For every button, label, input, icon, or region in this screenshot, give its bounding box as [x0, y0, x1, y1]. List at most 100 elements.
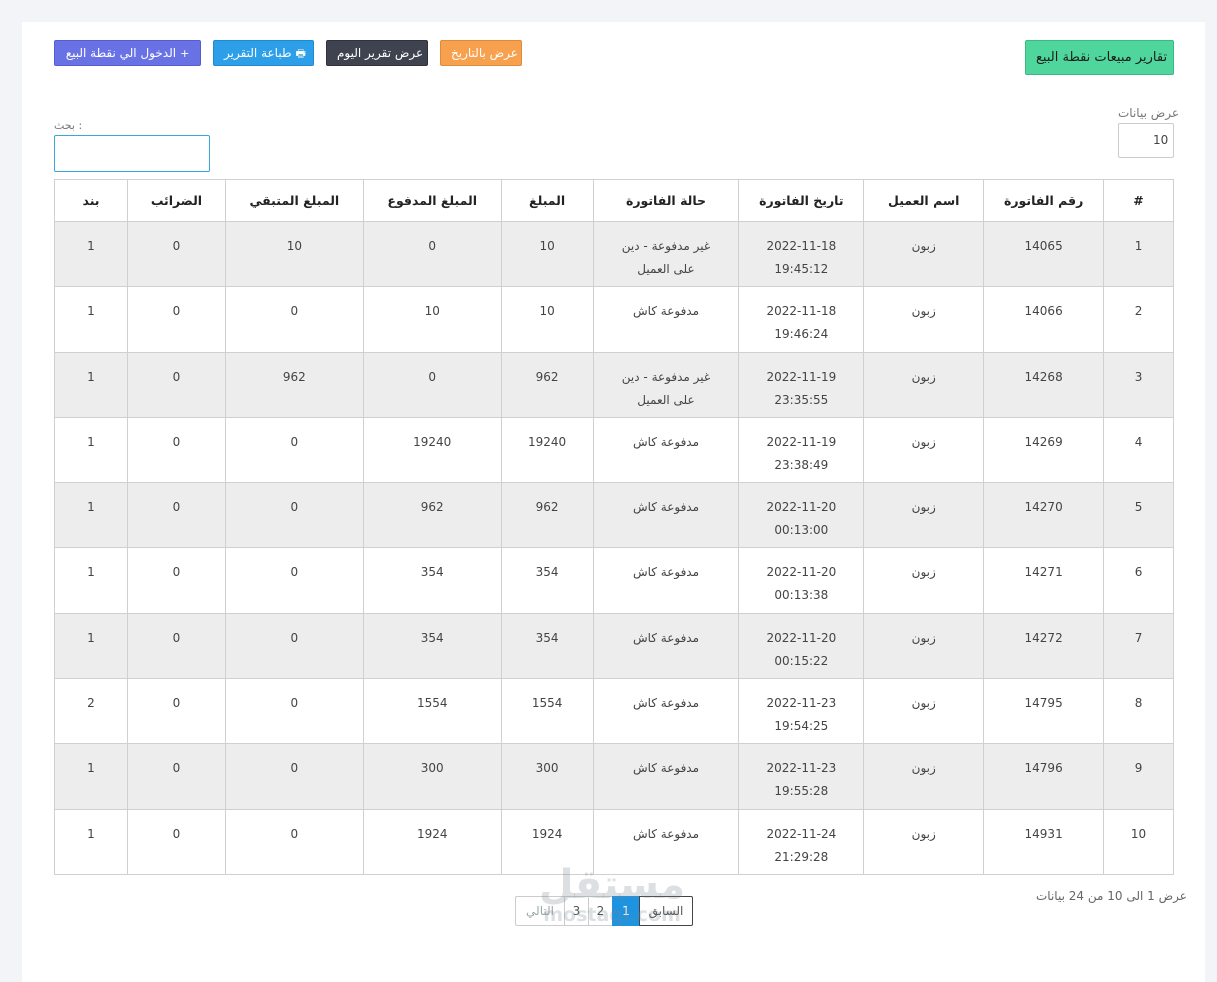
table-row: 1 14065 زبون 2022-11-18 19:45:12 غير مدفوعة -… — [54, 220, 1174, 288]
invoice-date-cell: 2022-11-19 23:35:55 — [738, 351, 865, 418]
remaining-amount-cell: 0 — [224, 808, 364, 875]
invoice-number-cell: 14271 — [983, 547, 1105, 614]
page-1-button[interactable]: 1 — [612, 896, 640, 926]
row-number-cell: 3 — [1103, 351, 1174, 418]
row-number-cell: 5 — [1103, 482, 1174, 549]
invoice-status-cell: مدفوعة كاش — [592, 547, 740, 614]
column-header-customer[interactable]: اسم العميل — [863, 179, 985, 222]
page-2-button[interactable]: 2 — [588, 896, 613, 926]
invoice-date-time: 00:13:38 — [774, 588, 829, 603]
print-label: طباعة التقرير — [224, 46, 292, 60]
invoice-date-time: 00:13:00 — [774, 523, 829, 538]
column-header-status[interactable]: حالة الفاتورة — [592, 179, 740, 222]
column-header-amount[interactable]: المبلغ — [500, 179, 594, 222]
invoice-date-time: 19:46:24 — [774, 327, 829, 342]
amount-cell: 962 — [500, 482, 594, 549]
print-report-button[interactable]: طباعة التقرير 🖶 — [213, 40, 314, 66]
item-count-cell: 2 — [54, 678, 128, 745]
page-length-select[interactable]: 10 — [1118, 123, 1174, 158]
invoice-date-cell: 2022-11-23 19:54:25 — [738, 678, 865, 745]
table-row: 4 14269 زبون 2022-11-19 23:38:49 مدفوعة كاش 19… — [54, 416, 1174, 484]
customer-name-cell: زبون — [863, 612, 985, 680]
remaining-amount-cell: 962 — [224, 351, 364, 418]
invoice-number-cell: 14270 — [983, 482, 1105, 549]
customer-name-cell: زبون — [863, 547, 985, 614]
taxes-cell: 0 — [127, 286, 226, 353]
sales-table: # رقم الفاتورة اسم العميل تاريخ الفاتورة… — [54, 179, 1174, 875]
invoice-number-cell: 14065 — [983, 220, 1105, 288]
column-header-date[interactable]: تاريخ الفاتورة — [738, 179, 865, 222]
remaining-amount-cell: 0 — [224, 416, 364, 484]
view-by-date-button[interactable]: عرض بالتاريخ — [440, 40, 522, 66]
invoice-date-day: 2022-11-24 — [766, 826, 837, 841]
paid-amount-cell: 354 — [362, 547, 502, 614]
column-header-paid[interactable]: المبلغ المدفوع — [362, 179, 502, 222]
invoice-date-time: 19:55:28 — [774, 784, 829, 799]
search-input[interactable] — [54, 135, 210, 172]
paid-amount-cell: 354 — [362, 612, 502, 680]
invoice-date-time: 19:54:25 — [774, 719, 829, 734]
enter-pos-button[interactable]: الدخول الي نقطة البيع + — [54, 40, 201, 66]
invoice-status-cell: غير مدفوعة - دين على العميل — [592, 220, 740, 288]
column-header-taxes[interactable]: الضرائب — [127, 179, 226, 222]
table-info: عرض 1 الى 10 من 24 بيانات — [1036, 889, 1187, 903]
column-header-invoice[interactable]: رقم الفاتورة — [983, 179, 1105, 222]
invoice-date-cell: 2022-11-18 19:46:24 — [738, 286, 865, 353]
column-header-number[interactable]: # — [1103, 179, 1174, 222]
column-header-items[interactable]: بند — [54, 179, 128, 222]
row-number-cell: 6 — [1103, 547, 1174, 614]
invoice-status-line2: على العميل — [637, 392, 695, 407]
invoice-date-time: 19:45:12 — [774, 262, 829, 276]
row-number-cell: 1 — [1103, 220, 1174, 288]
today-report-button[interactable]: عرض تقرير اليوم — [326, 40, 428, 66]
taxes-cell: 0 — [127, 482, 226, 549]
invoice-status-line2: على العميل — [637, 262, 695, 276]
item-count-cell: 1 — [54, 482, 128, 549]
paid-amount-cell: 10 — [362, 286, 502, 353]
next-page-button[interactable]: التالي — [515, 896, 565, 926]
invoice-date-day: 2022-11-19 — [766, 369, 837, 384]
paid-amount-cell: 1924 — [362, 808, 502, 875]
amount-cell: 354 — [500, 547, 594, 614]
row-number-cell: 10 — [1103, 808, 1174, 875]
invoice-date-cell: 2022-11-20 00:15:22 — [738, 612, 865, 680]
remaining-amount-cell: 0 — [224, 482, 364, 549]
invoice-status-line1: مدفوعة كاش — [632, 826, 700, 841]
taxes-cell: 0 — [127, 678, 226, 745]
item-count-cell: 1 — [54, 351, 128, 418]
invoice-date-day: 2022-11-18 — [766, 239, 837, 253]
invoice-status-cell: مدفوعة كاش — [592, 286, 740, 353]
invoice-number-cell: 14931 — [983, 808, 1105, 875]
invoice-status-cell: مدفوعة كاش — [592, 678, 740, 745]
amount-cell: 1924 — [500, 808, 594, 875]
row-number-cell: 8 — [1103, 678, 1174, 745]
invoice-date-time: 23:38:49 — [774, 457, 829, 472]
previous-page-button[interactable]: السابق — [639, 896, 693, 926]
amount-cell: 10 — [500, 286, 594, 353]
row-number-cell: 4 — [1103, 416, 1174, 484]
invoice-date-cell: 2022-11-24 21:29:28 — [738, 808, 865, 875]
invoice-date-cell: 2022-11-19 23:38:49 — [738, 416, 865, 484]
plus-icon: + — [180, 47, 190, 60]
table-row: 5 14270 زبون 2022-11-20 00:13:00 مدفوعة كاش 96… — [54, 482, 1174, 549]
page-3-button[interactable]: 3 — [564, 896, 589, 926]
invoice-number-cell: 14066 — [983, 286, 1105, 353]
invoice-number-cell: 14272 — [983, 612, 1105, 680]
remaining-amount-cell: 0 — [224, 612, 364, 680]
customer-name-cell: زبون — [863, 220, 985, 288]
invoice-number-cell: 14268 — [983, 351, 1105, 418]
invoice-date-time: 00:15:22 — [774, 653, 829, 668]
column-header-remaining[interactable]: المبلغ المتبقي — [224, 179, 364, 222]
invoice-date-day: 2022-11-19 — [766, 434, 837, 449]
invoice-number-cell: 14795 — [983, 678, 1105, 745]
invoice-status-line1: مدفوعة كاش — [632, 630, 700, 645]
table-row: 8 14795 زبون 2022-11-23 19:54:25 مدفوعة كاش 15… — [54, 678, 1174, 745]
row-number-cell: 2 — [1103, 286, 1174, 353]
pos-sales-reports-button[interactable]: تقارير مبيعات نقطة البيع — [1025, 40, 1174, 75]
paid-amount-cell: 962 — [362, 482, 502, 549]
invoice-date-cell: 2022-11-23 19:55:28 — [738, 743, 865, 810]
row-number-cell: 9 — [1103, 743, 1174, 810]
taxes-cell: 0 — [127, 808, 226, 875]
remaining-amount-cell: 10 — [224, 220, 364, 288]
invoice-status-cell: مدفوعة كاش — [592, 743, 740, 810]
